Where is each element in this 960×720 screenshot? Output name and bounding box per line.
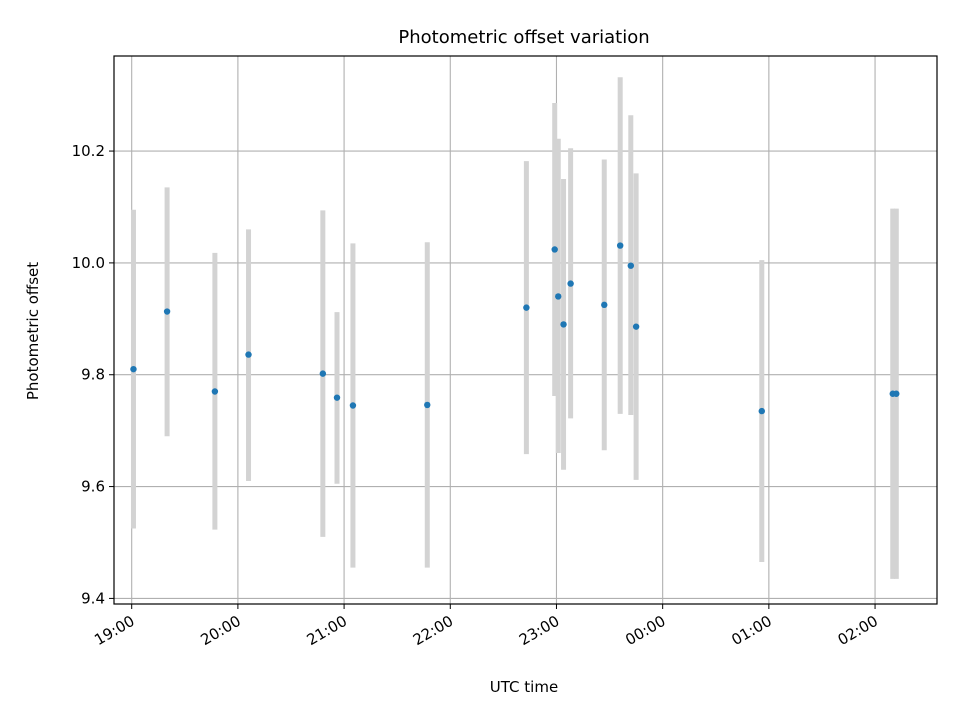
chart-title: Photometric offset variation (398, 27, 649, 48)
data-point (319, 370, 327, 377)
data-point (893, 390, 900, 397)
y-axis-label: Photometric offset (24, 262, 42, 400)
data-point (560, 321, 567, 328)
data-point (163, 308, 171, 315)
data-point (567, 280, 574, 287)
data-point (616, 242, 624, 249)
data-point (551, 246, 558, 253)
y-tick-label: 9.8 (81, 366, 105, 384)
y-tick-label: 9.4 (81, 589, 105, 607)
data-point (632, 323, 640, 330)
data-point (523, 304, 530, 311)
data-point (245, 351, 252, 358)
data-points (130, 242, 900, 415)
data-point (333, 394, 341, 401)
x-axis-label: UTC time (490, 678, 558, 696)
data-point (601, 301, 608, 309)
data-point (424, 401, 431, 409)
data-point (555, 293, 562, 300)
y-tick-label: 10.2 (72, 142, 105, 160)
y-tick-label: 10.0 (72, 254, 105, 272)
plot-frame (113, 55, 938, 605)
data-point (211, 388, 219, 395)
y-tick-label: 9.6 (81, 478, 105, 496)
data-point (758, 407, 765, 415)
data-point (627, 262, 635, 269)
data-point (130, 365, 137, 373)
data-point (349, 402, 357, 409)
